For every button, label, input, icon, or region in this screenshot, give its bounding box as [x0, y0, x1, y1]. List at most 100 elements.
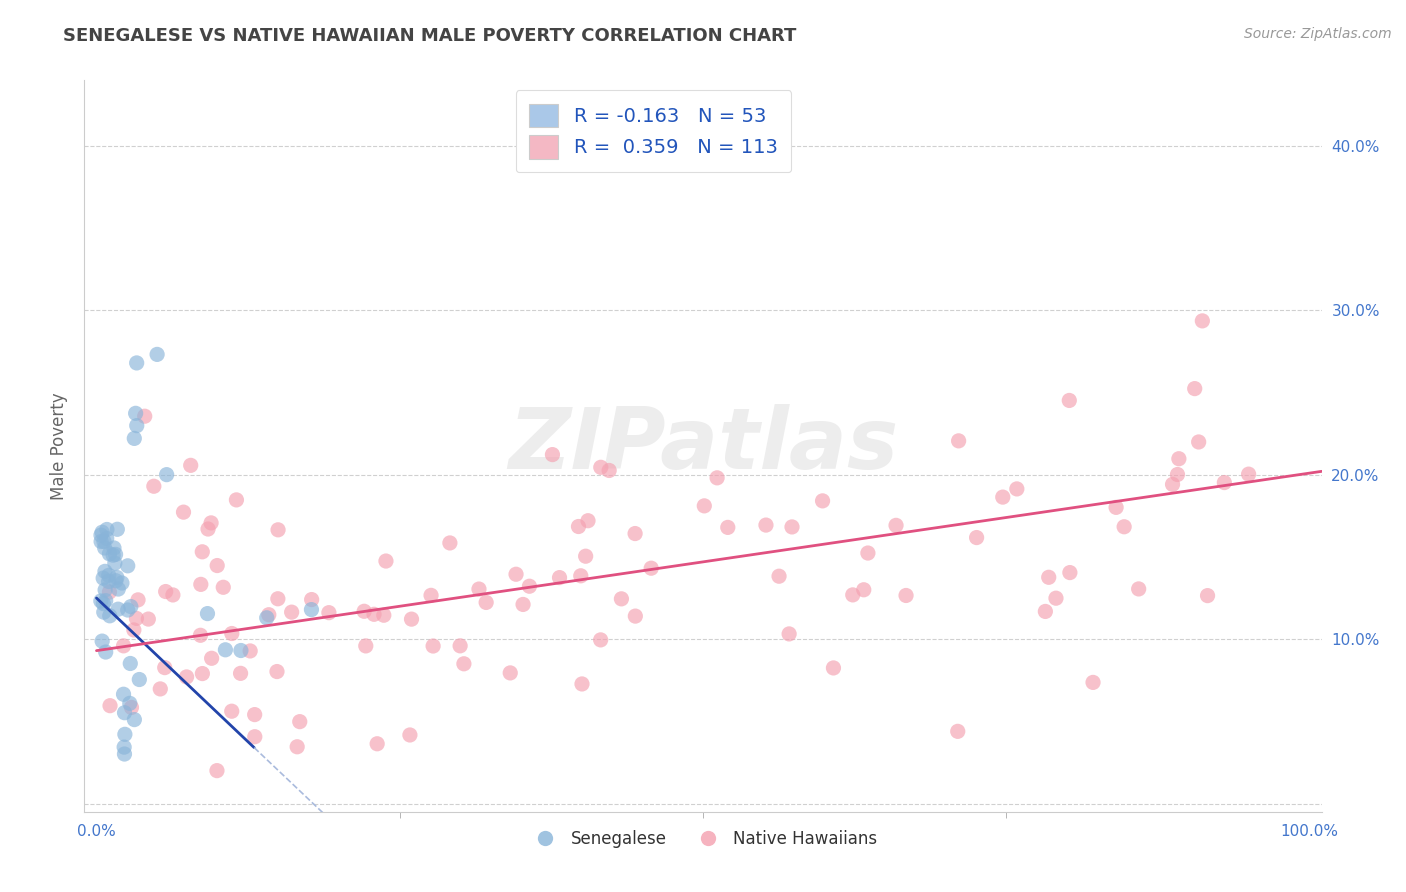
Point: [94, 565, 117, 579]
Point: [243, 730, 266, 744]
Point: [946, 724, 969, 739]
Point: [598, 463, 620, 477]
Point: [267, 523, 290, 537]
Point: [353, 604, 375, 618]
Point: [541, 448, 564, 462]
Point: [104, 547, 127, 561]
Point: [93, 534, 115, 549]
Point: [107, 582, 129, 596]
Point: [894, 589, 917, 603]
Point: [239, 644, 262, 658]
Point: [104, 556, 127, 570]
Point: [180, 458, 202, 473]
Text: ZIPatlas: ZIPatlas: [508, 404, 898, 488]
Point: [966, 531, 988, 545]
Point: [589, 632, 612, 647]
Point: [114, 706, 136, 720]
Point: [197, 522, 219, 536]
Point: [112, 687, 135, 701]
Point: [120, 700, 142, 714]
Point: [1213, 475, 1236, 490]
Point: [453, 657, 475, 671]
Point: [117, 558, 139, 573]
Point: [1161, 477, 1184, 491]
Point: [1167, 451, 1189, 466]
Point: [706, 471, 728, 485]
Point: [449, 639, 471, 653]
Point: [125, 611, 148, 625]
Point: [285, 739, 308, 754]
Point: [1114, 520, 1136, 534]
Point: [221, 626, 243, 640]
Point: [94, 645, 117, 659]
Point: [823, 661, 845, 675]
Point: [162, 588, 184, 602]
Legend: Senegalese, Native Hawaiians: Senegalese, Native Hawaiians: [522, 823, 884, 855]
Point: [624, 609, 647, 624]
Point: [576, 514, 599, 528]
Point: [90, 528, 112, 542]
Point: [1166, 467, 1188, 482]
Point: [640, 561, 662, 575]
Point: [191, 666, 214, 681]
Point: [98, 698, 121, 713]
Point: [366, 737, 388, 751]
Point: [156, 467, 179, 482]
Point: [114, 747, 136, 761]
Point: [301, 602, 323, 616]
Point: [105, 522, 128, 536]
Point: [288, 714, 311, 729]
Point: [499, 665, 522, 680]
Point: [1105, 500, 1128, 515]
Point: [91, 571, 114, 585]
Point: [112, 740, 135, 755]
Point: [1059, 393, 1081, 408]
Point: [778, 627, 800, 641]
Point: [122, 623, 145, 637]
Point: [155, 584, 177, 599]
Point: [267, 591, 290, 606]
Point: [124, 431, 146, 445]
Point: [475, 595, 498, 609]
Point: [112, 639, 135, 653]
Point: [624, 526, 647, 541]
Point: [201, 651, 224, 665]
Point: [229, 643, 252, 657]
Point: [1188, 434, 1211, 449]
Point: [318, 606, 340, 620]
Point: [439, 536, 461, 550]
Point: [225, 492, 247, 507]
Point: [114, 727, 136, 741]
Point: [768, 569, 790, 583]
Point: [96, 532, 118, 546]
Point: [205, 764, 228, 778]
Point: [120, 599, 142, 614]
Point: [91, 525, 114, 540]
Point: [363, 607, 385, 622]
Point: [1237, 467, 1260, 482]
Point: [97, 568, 120, 582]
Point: [780, 520, 803, 534]
Point: [221, 704, 243, 718]
Point: [505, 567, 527, 582]
Point: [90, 594, 112, 608]
Point: [190, 577, 212, 591]
Point: [212, 580, 235, 594]
Point: [243, 707, 266, 722]
Point: [90, 534, 112, 549]
Point: [96, 523, 118, 537]
Point: [1035, 604, 1057, 618]
Point: [1045, 591, 1067, 606]
Point: [422, 639, 444, 653]
Point: [98, 585, 121, 599]
Point: [127, 593, 149, 607]
Point: [256, 611, 278, 625]
Point: [842, 588, 865, 602]
Point: [117, 603, 139, 617]
Point: [134, 409, 156, 424]
Point: [1081, 675, 1104, 690]
Point: [191, 545, 214, 559]
Point: [811, 494, 834, 508]
Point: [280, 605, 302, 619]
Point: [755, 518, 778, 533]
